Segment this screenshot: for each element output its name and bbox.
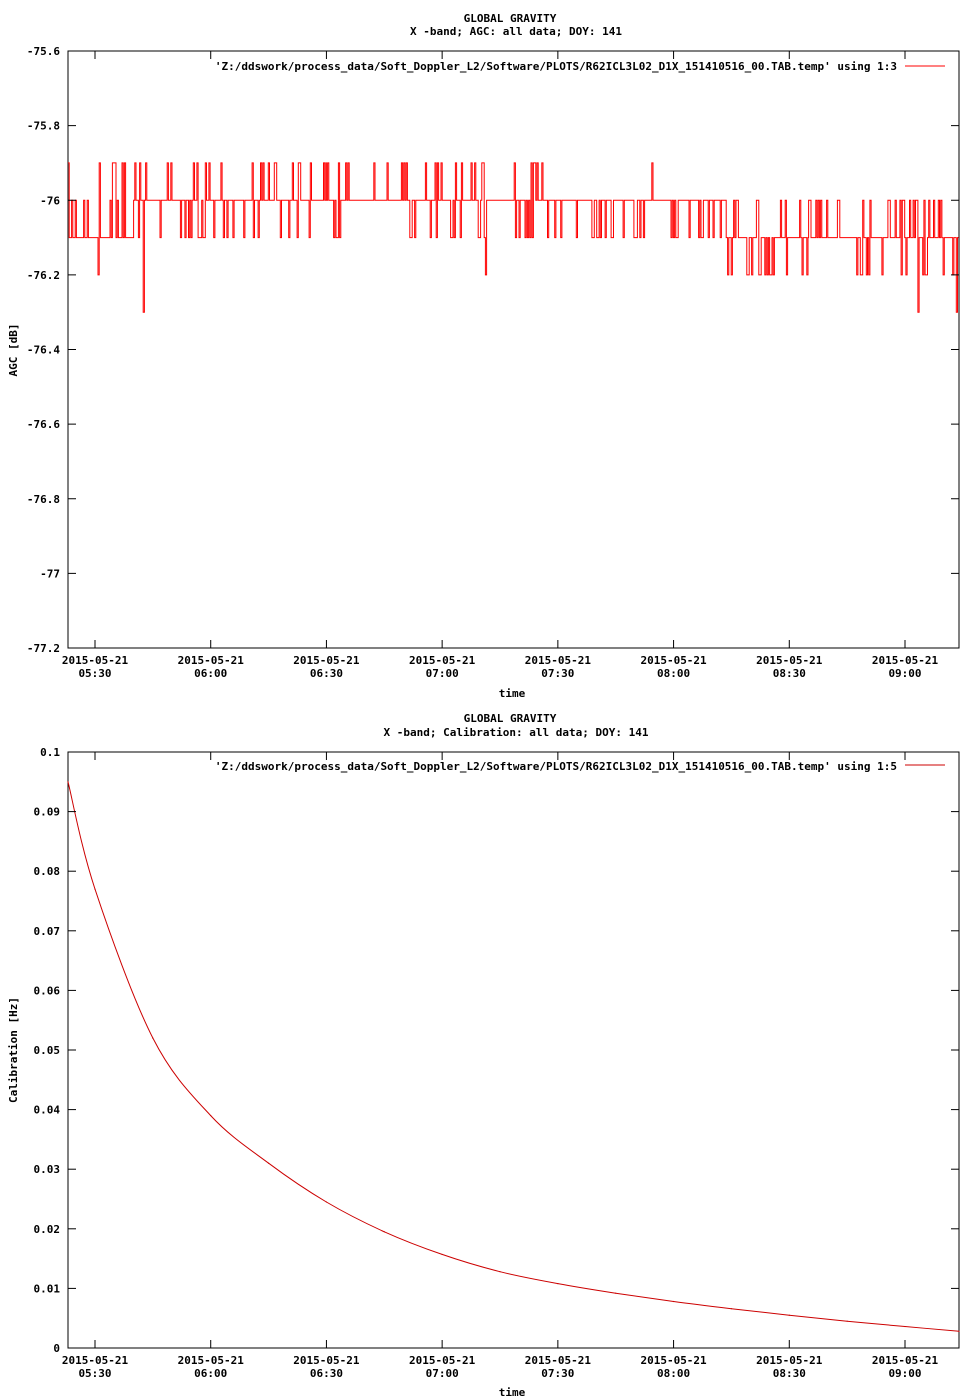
calibration-point [152, 1037, 154, 1039]
x-tick-time-label: 06:00 [194, 667, 227, 680]
x-tick-time-label: 05:30 [78, 1367, 111, 1380]
calibration-point [267, 1162, 270, 1164]
y-tick-label: 0.08 [34, 865, 61, 878]
calibration-point [615, 1292, 617, 1294]
x-tick-time-label: 06:00 [194, 1367, 227, 1380]
agc-x-axis-label: time [499, 687, 526, 700]
x-tick-date-label: 2015-05-21 [293, 654, 360, 667]
calibration-point [730, 1308, 733, 1310]
agc-series-line [68, 162, 959, 313]
x-tick-date-label: 2015-05-21 [178, 654, 245, 667]
x-tick-date-label: 2015-05-21 [756, 654, 823, 667]
calibration-point [94, 888, 96, 890]
calibration-point [325, 1201, 328, 1203]
calibration-plot-frame [67, 751, 960, 1349]
calibration-point [904, 1325, 906, 1328]
calibration-data-layer [67, 781, 960, 1332]
calibration-panel: GLOBAL GRAVITY X -band; Calibration: all… [7, 712, 960, 1399]
calibration-series-line [67, 781, 960, 1332]
y-tick-label: 0 [53, 1342, 60, 1355]
x-tick-time-label: 08:30 [773, 667, 806, 680]
y-tick-label: -76.2 [27, 269, 60, 282]
y-tick-label: 0.09 [34, 806, 61, 819]
x-tick-time-label: 08:00 [657, 667, 690, 680]
x-tick-date-label: 2015-05-21 [525, 654, 592, 667]
agc-data-layer [68, 162, 959, 313]
y-tick-label: -75.6 [27, 45, 60, 58]
agc-subtitle: X -band; AGC: all data; DOY: 141 [410, 25, 622, 38]
y-tick-label: -76.6 [27, 418, 60, 431]
agc-y-ticks: -75.6 -75.8 -76 -76.2 -76.4 -76.6 -76.8 -77 -77.… [27, 45, 959, 655]
x-tick-date-label: 2015-05-21 [872, 1354, 939, 1367]
calibration-point [67, 781, 69, 783]
calibration-title: GLOBAL GRAVITY [464, 712, 557, 725]
calibration-point [788, 1314, 790, 1316]
y-tick-label: 0.04 [34, 1104, 61, 1117]
x-tick-date-label: 2015-05-21 [178, 1354, 245, 1367]
agc-panel: GLOBAL GRAVITY X -band; AGC: all data; D… [7, 12, 960, 700]
x-tick-date-label: 2015-05-21 [409, 1354, 476, 1367]
calibration-point [557, 1283, 559, 1285]
y-tick-label: 0.03 [34, 1163, 61, 1176]
calibration-point [672, 1300, 675, 1303]
calibration-y-ticks: 0 0.01 0.02 0.03 0.04 0.05 0.06 0.07 0.08 0.09 0.1 [34, 746, 959, 1355]
x-tick-time-label: 07:30 [541, 1367, 574, 1380]
y-tick-label: 0.07 [34, 925, 61, 938]
y-tick-label: -76 [40, 194, 60, 207]
y-tick-label: -76.4 [27, 344, 60, 357]
x-tick-date-label: 2015-05-21 [640, 1354, 707, 1367]
calibration-legend-label: 'Z:/ddswork/process_data/Soft_Doppler_L2… [215, 760, 897, 773]
x-tick-date-label: 2015-05-21 [409, 654, 476, 667]
agc-plot-frame [67, 50, 960, 649]
x-tick-date-label: 2015-05-21 [62, 654, 129, 667]
agc-x-ticks: 2015-05-2105:302015-05-2106:002015-05-21… [62, 51, 939, 680]
calibration-x-ticks: 2015-05-2105:302015-05-2106:002015-05-21… [62, 752, 939, 1380]
calibration-point [441, 1253, 443, 1256]
calibration-point [383, 1231, 385, 1233]
y-tick-label: 0.01 [34, 1282, 61, 1295]
x-tick-time-label: 06:30 [310, 1367, 343, 1380]
y-tick-label: -75.8 [27, 120, 60, 133]
y-tick-label: 0.05 [34, 1044, 61, 1057]
y-tick-label: -76.8 [27, 493, 60, 506]
x-tick-time-label: 09:00 [888, 667, 921, 680]
y-tick-label: -77.2 [27, 642, 60, 655]
calibration-point [210, 1114, 212, 1117]
x-tick-time-label: 07:00 [426, 667, 459, 680]
x-tick-time-label: 08:00 [657, 1367, 690, 1380]
x-tick-time-label: 07:30 [541, 667, 574, 680]
agc-legend-label: 'Z:/ddswork/process_data/Soft_Doppler_L2… [215, 60, 897, 73]
calibration-subtitle: X -band; Calibration: all data; DOY: 141 [384, 726, 649, 739]
y-tick-label: -77 [40, 567, 60, 580]
y-tick-label: 0.1 [40, 746, 60, 759]
x-tick-time-label: 07:00 [426, 1367, 459, 1380]
x-tick-date-label: 2015-05-21 [62, 1354, 129, 1367]
x-tick-date-label: 2015-05-21 [756, 1354, 823, 1367]
x-tick-time-label: 05:30 [78, 667, 111, 680]
x-tick-date-label: 2015-05-21 [872, 654, 939, 667]
y-tick-label: 0.02 [34, 1223, 61, 1236]
y-tick-label: 0.06 [34, 984, 61, 997]
agc-y-axis-label: AGC [dB] [7, 324, 20, 377]
x-tick-time-label: 09:00 [888, 1367, 921, 1380]
calibration-point [958, 1330, 960, 1332]
x-tick-date-label: 2015-05-21 [640, 654, 707, 667]
agc-title: GLOBAL GRAVITY [464, 12, 557, 25]
calibration-y-axis-label: Calibration [Hz] [7, 997, 20, 1103]
calibration-point [846, 1320, 848, 1322]
calibration-point [499, 1271, 501, 1273]
x-tick-time-label: 08:30 [773, 1367, 806, 1380]
calibration-x-axis-label: time [499, 1386, 526, 1399]
x-tick-date-label: 2015-05-21 [293, 1354, 360, 1367]
x-tick-date-label: 2015-05-21 [525, 1354, 592, 1367]
x-tick-time-label: 06:30 [310, 667, 343, 680]
